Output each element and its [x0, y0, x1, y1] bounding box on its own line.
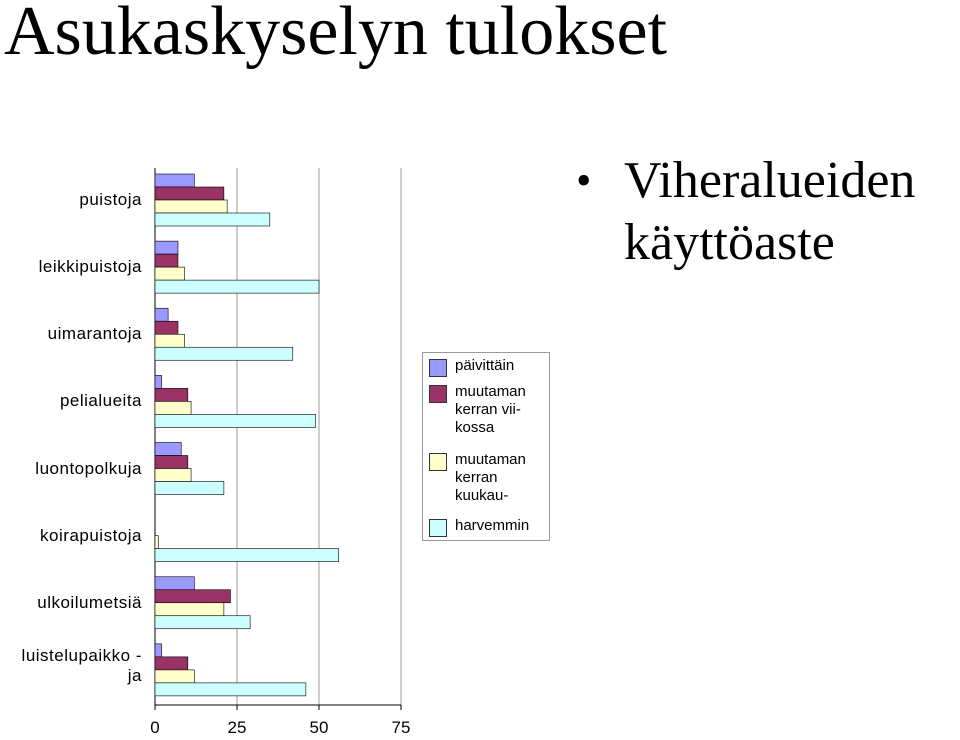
bar: [154, 266, 185, 281]
bar: [154, 199, 228, 214]
legend-entry: muutaman kerran kuukau-: [429, 451, 526, 505]
legend-swatch: [429, 385, 447, 403]
bar: [154, 346, 294, 361]
x-tick-label: 75: [391, 718, 411, 737]
legend-entry: harvemmin: [429, 517, 529, 537]
bar: [154, 320, 179, 335]
bar: [154, 240, 179, 255]
bullet: Viheralueiden käyttöaste: [576, 150, 960, 274]
legend-label: muutaman kerran kuukau-: [455, 451, 526, 504]
legend-swatch: [429, 519, 447, 537]
bar: [154, 307, 169, 322]
legend-label: päivittäin: [455, 357, 515, 374]
slide-title: Asukaskyselyn tulokset: [4, 0, 668, 70]
y-tick-label: puistoja: [79, 190, 142, 209]
bar: [154, 669, 195, 684]
bar: [154, 442, 182, 456]
bar: [154, 388, 189, 402]
y-tick-label: koirapuistoja: [40, 525, 142, 545]
bar: [154, 576, 195, 591]
bar: [154, 615, 251, 630]
bar: [154, 481, 225, 495]
legend: päivittäin muutaman kerran vii- kossa muut…: [422, 352, 550, 541]
bar: [154, 455, 189, 469]
y-tick-label: uimarantoja: [47, 324, 142, 344]
bar: [154, 548, 339, 562]
legend-swatch: [429, 359, 447, 377]
bar: [154, 643, 162, 658]
x-tick-label: 0: [150, 718, 160, 737]
bar: [154, 656, 189, 671]
y-tick-label: leikkipuistoja: [38, 257, 142, 277]
bar: [154, 602, 225, 617]
bar: [154, 333, 185, 348]
bar: [154, 414, 317, 428]
x-tick-label: 25: [227, 718, 247, 737]
bar: [154, 401, 192, 415]
legend-label: muutaman kerran vii- kossa: [455, 383, 526, 436]
legend-entry: muutaman kerran vii- kossa: [429, 383, 526, 437]
bar: [154, 682, 307, 697]
y-tick-label: luistelupaikko - ja: [21, 645, 142, 685]
bar: [154, 186, 225, 201]
x-tick-label: 50: [309, 718, 329, 737]
bar: [154, 535, 159, 549]
y-tick-label: luontopolkuja: [35, 458, 142, 478]
y-tick-label: pelialueita: [59, 391, 142, 411]
bar: [154, 253, 179, 268]
legend-entry: päivittäin: [429, 357, 514, 377]
y-tick-label: ulkoilumetsiä: [37, 592, 142, 612]
legend-swatch: [429, 453, 447, 471]
bar: [154, 375, 162, 389]
legend-label: harvemmin: [455, 517, 530, 534]
bar: [154, 279, 320, 294]
bullet-text: Viheralueiden käyttöaste: [624, 152, 916, 271]
bar: [154, 468, 192, 482]
bar: [154, 173, 195, 188]
bar: [154, 212, 271, 227]
bar: [154, 589, 231, 604]
